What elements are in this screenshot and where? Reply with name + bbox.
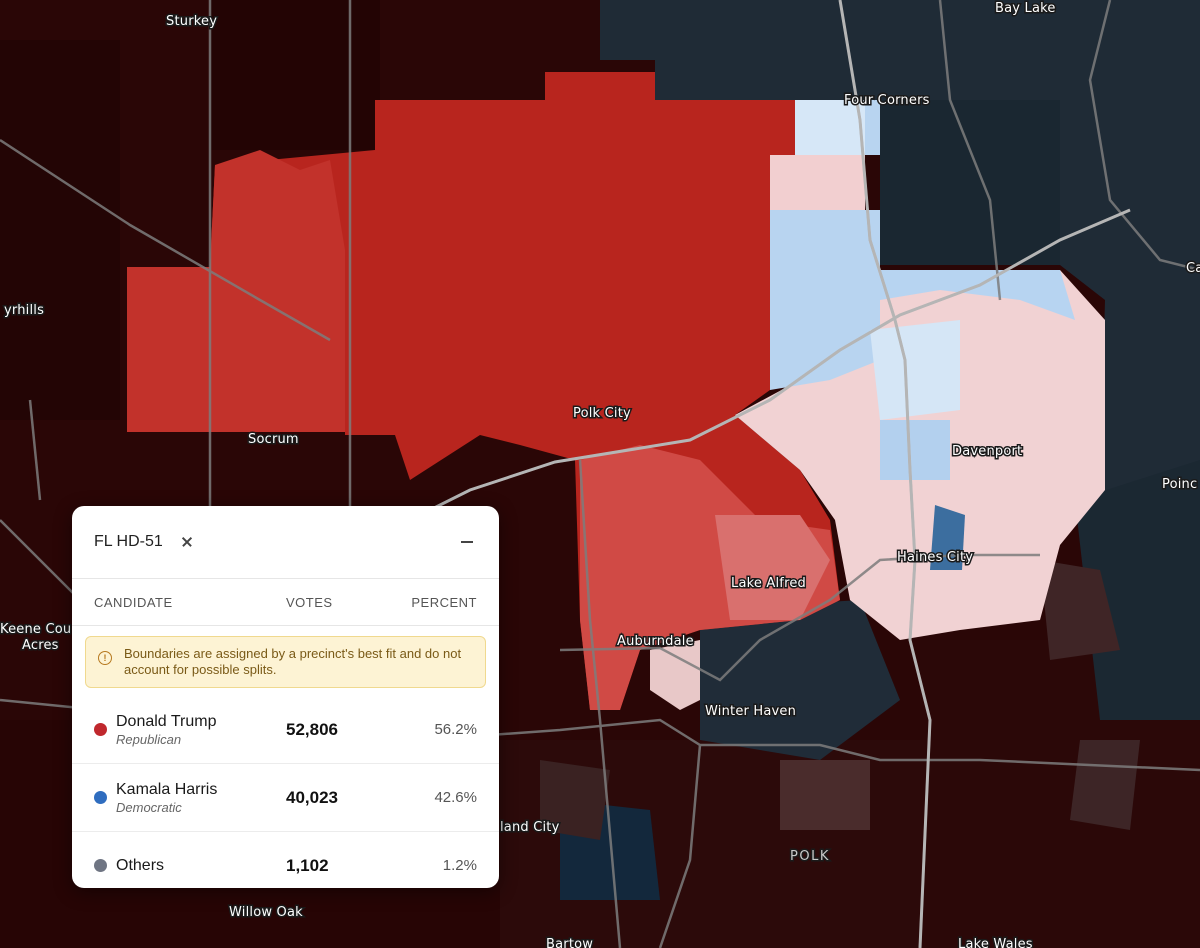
- label-four-corners: Four Corners: [844, 93, 930, 108]
- minimize-icon[interactable]: [461, 541, 473, 543]
- candidate-name: Others: [116, 856, 165, 874]
- candidate-percent: 42.6%: [434, 789, 477, 806]
- candidate-votes: 40,023: [286, 787, 338, 807]
- major-roads: [409, 0, 1131, 948]
- candidate-row: Kamala Harris Democratic 40,023 42.6%: [72, 764, 499, 832]
- warning-icon: !: [98, 651, 112, 665]
- label-ca-edge: Ca: [1186, 261, 1200, 276]
- district-strong-dem-haines[interactable]: [930, 505, 965, 570]
- label-polk-city: Polk City: [573, 406, 631, 421]
- candidate-party: Democratic: [116, 799, 182, 815]
- column-candidate: CANDIDATE: [94, 594, 173, 610]
- district-lean-dem-davenport[interactable]: [880, 420, 950, 480]
- label-willow-oak: Willow Oak: [229, 905, 303, 920]
- label-winter-haven: Winter Haven: [705, 704, 796, 719]
- dem-area-east: [1075, 460, 1200, 720]
- label-bay-lake: Bay Lake: [995, 1, 1056, 16]
- candidate-info: Kamala Harris Democratic: [116, 781, 217, 815]
- label-poinc: Poinc: [1162, 477, 1197, 492]
- label-ayrhills: yrhills: [4, 303, 44, 318]
- candidate-party: Republican: [116, 731, 182, 747]
- column-votes: VOTES: [286, 594, 333, 610]
- boundary-notice: ! Boundaries are assigned by a precinct'…: [85, 636, 486, 688]
- label-davenport: Davenport: [952, 444, 1022, 459]
- column-headers: CANDIDATE VOTES PERCENT: [72, 579, 499, 626]
- rep-dark-area-far-southeast: [1070, 740, 1140, 830]
- candidate-row: Others 1,102 1.2%: [72, 832, 499, 888]
- district-lean-dem-center[interactable]: [870, 320, 960, 420]
- district-title: FL HD-51: [94, 533, 163, 550]
- results-panel: FL HD-51 CANDIDATE VOTES PERCENT ! Bound…: [72, 506, 499, 888]
- district-lean-rep-south[interactable]: [650, 640, 700, 710]
- precinct-area: [210, 0, 380, 150]
- label-keene-2: Acres: [22, 638, 59, 653]
- label-haines-city: Haines City: [897, 550, 973, 565]
- candidate-percent: 56.2%: [434, 721, 477, 738]
- candidate-row: Donald Trump Republican 52,806 56.2%: [72, 696, 499, 764]
- dem-area-northeast-dark: [880, 100, 1060, 265]
- district-lean-rep-north[interactable]: [770, 155, 865, 210]
- party-color-dot: [94, 791, 107, 804]
- party-color-dot: [94, 723, 107, 736]
- label-keene-1: Keene Cou: [0, 622, 71, 637]
- label-sturkey: Sturkey: [166, 14, 217, 29]
- label-auburndale: Auburndale: [617, 634, 694, 649]
- notice-text: Boundaries are assigned by a precinct's …: [124, 646, 462, 677]
- district-lean-dem-north[interactable]: [770, 100, 880, 390]
- district-west-lobe[interactable]: [127, 150, 345, 432]
- candidate-cell: Kamala Harris Democratic: [94, 781, 286, 815]
- candidate-cell: Donald Trump Republican: [94, 713, 286, 747]
- label-bartow: Bartow: [546, 937, 593, 948]
- dem-area-winter-haven: [700, 600, 900, 760]
- precinct-area: [0, 40, 120, 420]
- candidate-info: Donald Trump Republican: [116, 713, 217, 747]
- district-lake-alfred-area[interactable]: [715, 515, 830, 620]
- rep-dark-area-southwest: [540, 760, 610, 840]
- candidate-percent: 1.2%: [442, 857, 477, 874]
- label-land-city: land City: [500, 820, 560, 835]
- panel-header: FL HD-51: [72, 506, 499, 579]
- candidate-info: Others: [116, 857, 164, 875]
- label-lake-alfred: Lake Alfred: [731, 576, 806, 591]
- district-lean-dem-band[interactable]: [880, 270, 1075, 320]
- rep-dark-area-south: [780, 760, 870, 830]
- label-socrum: Socrum: [248, 432, 299, 447]
- candidate-name: Kamala Harris: [116, 780, 218, 798]
- district-medium-rep[interactable]: [580, 445, 840, 710]
- candidate-votes: 52,806: [286, 719, 338, 739]
- candidate-name: Donald Trump: [116, 712, 217, 730]
- rep-dark-area-southeast: [1040, 560, 1120, 660]
- district-lean-dem-north-light[interactable]: [795, 100, 865, 155]
- party-color-dot: [94, 859, 107, 872]
- column-percent: PERCENT: [411, 594, 477, 610]
- label-polk-county: POLK: [790, 849, 830, 864]
- candidate-cell: Others: [94, 857, 286, 875]
- candidate-votes: 1,102: [286, 855, 329, 875]
- label-lake-wales: Lake Wales: [958, 937, 1033, 948]
- close-icon[interactable]: [179, 534, 195, 550]
